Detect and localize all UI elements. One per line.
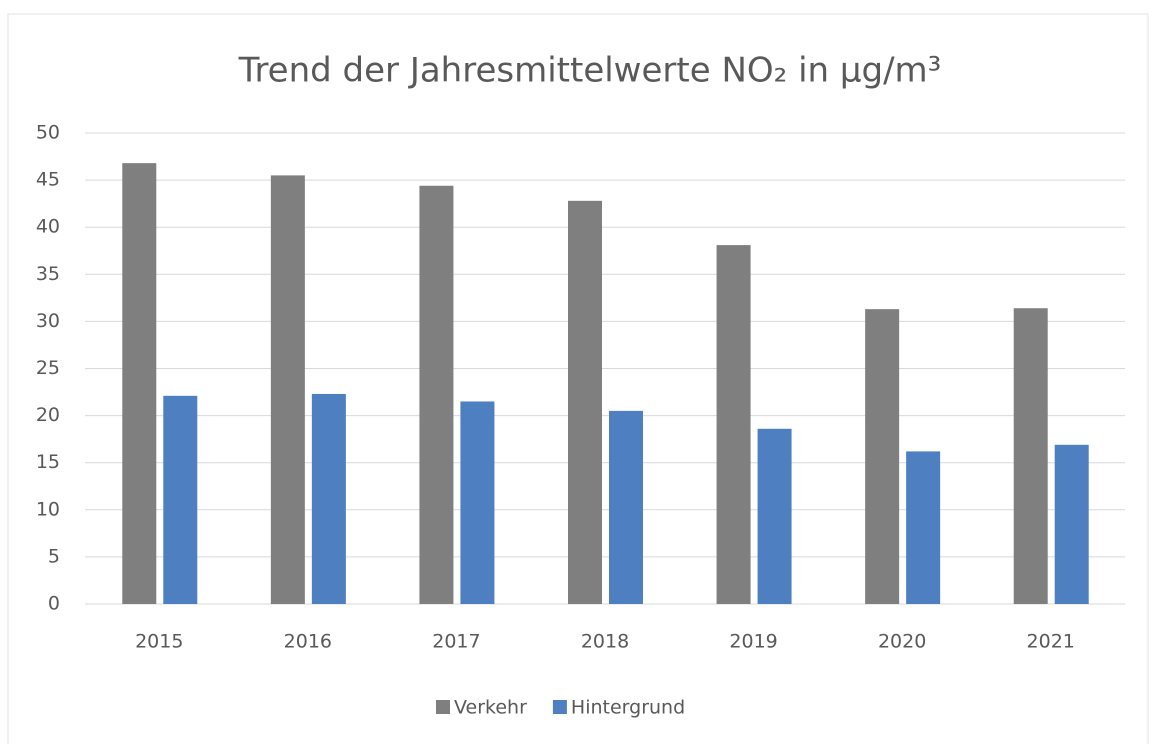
bar: [163, 395, 198, 604]
bar: [122, 163, 157, 605]
x-tick-label: 2018: [581, 631, 629, 653]
legend-swatch: [436, 700, 450, 714]
x-tick-label: 2021: [1027, 631, 1075, 653]
bar: [419, 185, 454, 604]
y-tick-label: 5: [48, 545, 60, 567]
y-tick-label: 25: [36, 357, 60, 379]
x-tick-label: 2017: [432, 631, 480, 653]
bar: [1013, 308, 1048, 604]
x-tick-label: 2015: [135, 631, 183, 653]
bar: [865, 309, 900, 604]
x-tick-label: 2019: [729, 631, 777, 653]
bar: [311, 393, 346, 604]
y-tick-label: 50: [36, 122, 60, 144]
chart-title: Trend der Jahresmittelwerte NO₂ in µg/m³: [238, 51, 942, 91]
bar: [609, 410, 643, 604]
bar: [270, 175, 305, 604]
y-tick-label: 20: [36, 404, 60, 426]
y-tick-label: 10: [36, 498, 60, 520]
y-tick-label: 30: [36, 310, 60, 332]
y-tick-label: 0: [48, 593, 60, 615]
y-tick-label: 15: [36, 451, 60, 473]
legend-label: Hintergrund: [571, 697, 685, 719]
bar: [906, 451, 941, 604]
bar: [1054, 444, 1089, 604]
x-tick-label: 2016: [284, 631, 332, 653]
y-tick-label: 40: [36, 216, 60, 238]
y-tick-label: 45: [36, 169, 60, 191]
bar: [716, 245, 751, 604]
legend-swatch: [552, 700, 567, 714]
bar: [757, 428, 792, 604]
bar: [460, 401, 495, 604]
legend-label: Verkehr: [454, 697, 527, 719]
x-tick-label: 2020: [878, 631, 926, 653]
y-tick-label: 35: [36, 263, 60, 285]
bar: [568, 200, 602, 604]
